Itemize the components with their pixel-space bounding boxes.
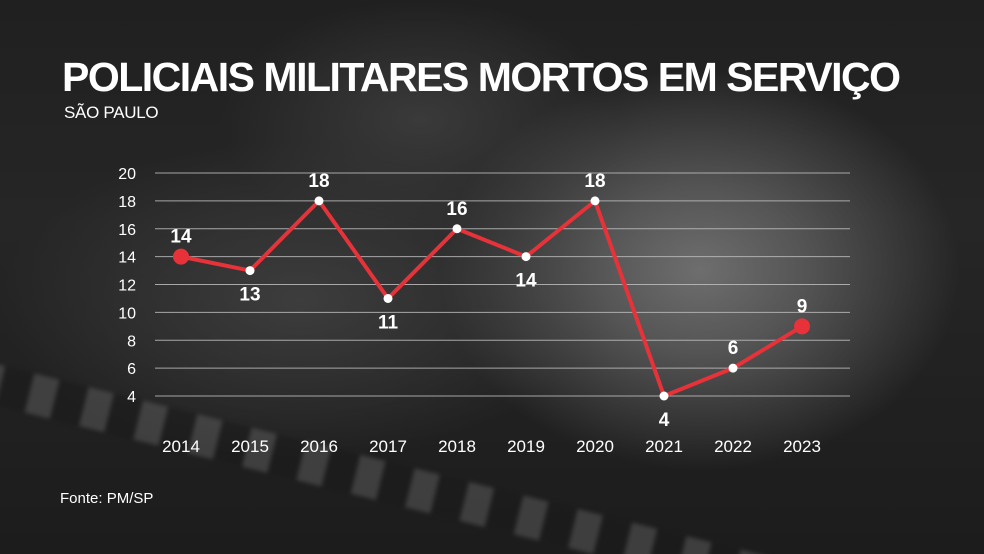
x-tick-label: 2021 [645, 437, 683, 456]
x-tick-label: 2014 [162, 437, 200, 456]
data-point [383, 293, 393, 303]
x-tick-label: 2020 [576, 437, 614, 456]
source-note: Fonte: PM/SP [60, 490, 154, 507]
x-tick-label: 2018 [438, 437, 476, 456]
value-label: 4 [659, 410, 670, 431]
data-point [590, 196, 600, 206]
value-label: 16 [446, 199, 467, 220]
chart-title: POLICIAIS MILITARES MORTOS EM SERVIÇO [62, 54, 901, 100]
y-tick-label: 4 [127, 389, 136, 406]
data-point [659, 391, 669, 401]
data-points [173, 196, 810, 401]
x-tick-label: 2015 [231, 437, 269, 456]
value-label: 13 [239, 285, 260, 306]
value-label: 6 [728, 338, 739, 359]
y-tick-label: 18 [118, 194, 136, 211]
chart-subtitle: SÃO PAULO [64, 103, 159, 122]
highlighted-point [173, 248, 189, 265]
y-tick-label: 6 [127, 361, 136, 378]
x-tick-label: 2019 [507, 437, 545, 456]
gridlines [155, 172, 850, 397]
y-tick-label: 14 [118, 250, 136, 267]
x-tick-label: 2022 [714, 437, 752, 456]
value-label: 18 [584, 171, 605, 192]
x-tick-label: 2016 [300, 437, 338, 456]
y-tick-label: 20 [118, 166, 136, 183]
data-point [521, 252, 531, 262]
x-tick-label: 2023 [783, 437, 821, 456]
value-label: 9 [797, 296, 808, 317]
value-label: 14 [515, 271, 537, 292]
y-axis: 4 6 8 10 12 14 16 18 20 [118, 166, 136, 406]
value-label: 14 [170, 227, 192, 248]
y-tick-label: 10 [118, 305, 136, 322]
data-point [245, 266, 255, 276]
data-point [452, 224, 462, 234]
data-point [314, 196, 324, 206]
value-label: 11 [378, 312, 399, 333]
y-tick-label: 8 [127, 333, 136, 350]
y-tick-label: 12 [118, 278, 136, 295]
value-label: 18 [308, 171, 329, 192]
value-labels: 14 13 18 11 16 14 18 4 6 9 [170, 171, 807, 431]
x-axis: 2014 2015 2016 2017 2018 2019 2020 2021 2022 2023 [162, 437, 821, 456]
data-point [728, 363, 738, 373]
y-tick-label: 16 [118, 222, 136, 239]
highlighted-point [794, 318, 810, 335]
data-line [180, 198, 804, 398]
x-tick-label: 2017 [369, 437, 407, 456]
